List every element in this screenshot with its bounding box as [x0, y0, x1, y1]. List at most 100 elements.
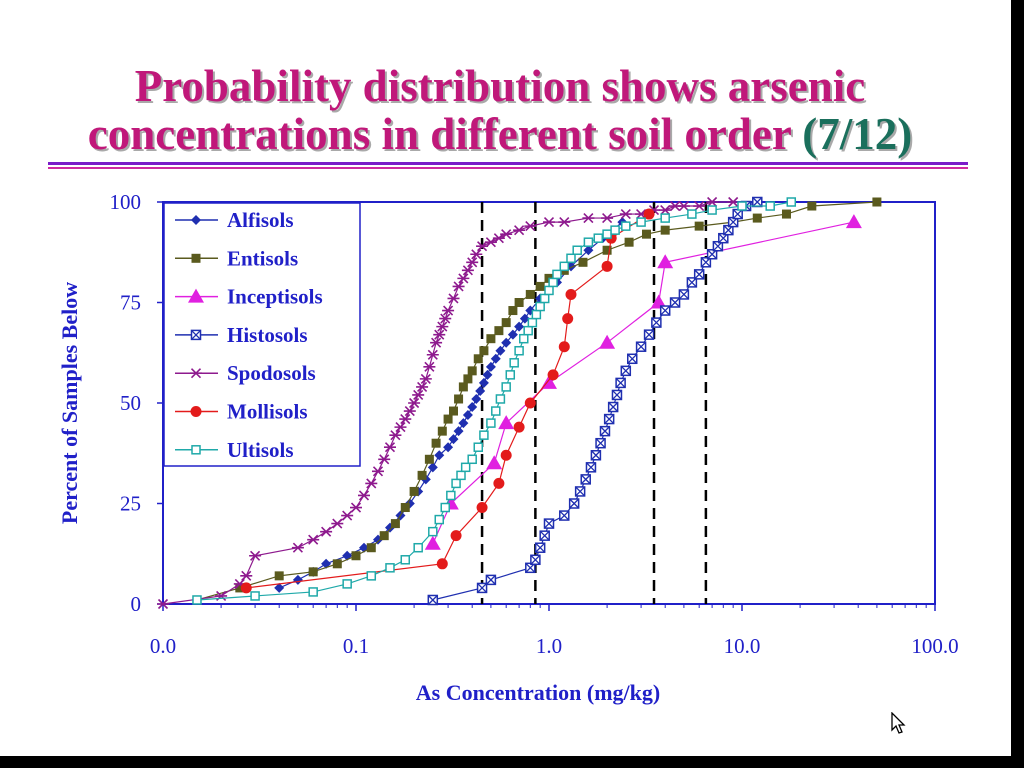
- legend-item: [175, 288, 218, 303]
- data-point: [505, 370, 516, 380]
- open-square-marker: [308, 587, 318, 597]
- open-square-marker: [535, 301, 545, 312]
- probability-chart: 0 25 50 75 100 0.0 0.1 1.0 10.0 100.0 As Concentra…: [57, 190, 959, 705]
- data-point: [274, 571, 284, 581]
- legend-item: [175, 368, 218, 379]
- asterisk-marker: [439, 313, 452, 324]
- x-tick-label: 0.0: [150, 634, 176, 658]
- circle-marker: [190, 406, 202, 417]
- data-point: [636, 217, 646, 227]
- asterisk-marker: [408, 397, 421, 409]
- box-cross: [718, 233, 728, 243]
- data-point: [548, 277, 558, 288]
- square-marker: [694, 221, 704, 231]
- data-point: [461, 265, 474, 276]
- open-square-marker: [473, 442, 484, 452]
- square-marker: [578, 257, 588, 267]
- data-point: [250, 591, 260, 601]
- square-marker: [807, 201, 817, 211]
- data-point: [390, 519, 400, 529]
- data-point: [240, 582, 252, 594]
- box-cross: [723, 225, 733, 235]
- box-cross: [428, 595, 438, 605]
- diamond-marker: [462, 410, 473, 421]
- data-point: [678, 289, 690, 300]
- data-point: [650, 294, 667, 309]
- asterisk-marker: [524, 221, 537, 232]
- open-square-marker: [467, 454, 477, 465]
- open-square-marker: [559, 261, 570, 272]
- data-point: [624, 237, 634, 247]
- data-point: [448, 434, 459, 445]
- asterisk-marker: [426, 349, 439, 360]
- data-point: [544, 285, 554, 296]
- data-point: [559, 510, 570, 521]
- square-marker: [417, 470, 427, 480]
- data-point: [431, 438, 441, 448]
- asterisk-marker: [436, 321, 449, 332]
- asterisk-marker: [419, 373, 432, 384]
- legend-label: Inceptisols: [227, 285, 323, 309]
- circle-marker: [565, 288, 577, 300]
- data-point: [558, 217, 571, 228]
- legend-label: Entisols: [227, 246, 298, 270]
- data-point: [446, 490, 456, 501]
- data-point: [620, 365, 632, 377]
- data-point: [580, 474, 591, 485]
- data-point: [493, 477, 505, 489]
- data-point: [514, 298, 524, 307]
- triangle-marker: [650, 294, 667, 309]
- data-point: [752, 213, 762, 223]
- data-point: [562, 313, 574, 325]
- data-point: [462, 410, 473, 421]
- data-point: [400, 503, 410, 513]
- asterisk-marker: [307, 534, 320, 545]
- data-point: [331, 518, 344, 529]
- data-point: [494, 326, 504, 336]
- box-cross: [670, 298, 680, 307]
- data-point: [419, 373, 432, 384]
- data-point: [467, 454, 477, 465]
- box-cross: [525, 563, 535, 573]
- data-point: [366, 543, 376, 553]
- data-point: [552, 269, 562, 280]
- data-point: [601, 213, 614, 224]
- asterisk-marker: [470, 249, 483, 260]
- diamond-marker: [583, 245, 594, 256]
- data-point: [534, 542, 546, 553]
- legend-label: Histosols: [227, 323, 308, 347]
- data-point: [485, 361, 496, 372]
- diamond-marker: [292, 574, 303, 585]
- data-point: [486, 418, 496, 428]
- square-marker: [332, 559, 342, 569]
- data-point: [583, 237, 594, 247]
- triangle-marker: [188, 288, 204, 303]
- series-inceptisols: [424, 214, 862, 550]
- box-cross: [608, 402, 618, 412]
- legend-item: [175, 445, 218, 455]
- asterisk-marker: [513, 225, 526, 236]
- data-point: [578, 257, 588, 267]
- square-marker: [431, 438, 441, 448]
- data-point: [513, 225, 526, 236]
- box-cross: [604, 414, 614, 424]
- data-point: [378, 454, 391, 465]
- data-point: [574, 486, 586, 497]
- data-point: [531, 309, 542, 320]
- diamond-marker: [443, 442, 454, 453]
- data-point: [565, 288, 577, 300]
- data-point: [486, 334, 496, 344]
- data-point: [479, 430, 489, 440]
- data-point: [342, 579, 352, 589]
- data-point: [507, 329, 518, 340]
- open-square-marker: [486, 418, 496, 428]
- asterisk-marker: [190, 368, 202, 379]
- open-square-marker: [737, 201, 747, 211]
- square-marker: [494, 326, 504, 336]
- square-marker: [443, 414, 453, 424]
- legend-item: [175, 329, 218, 341]
- data-point: [434, 450, 445, 461]
- box-cross: [600, 426, 610, 436]
- open-square-marker: [552, 269, 562, 280]
- asterisk-marker: [543, 217, 555, 228]
